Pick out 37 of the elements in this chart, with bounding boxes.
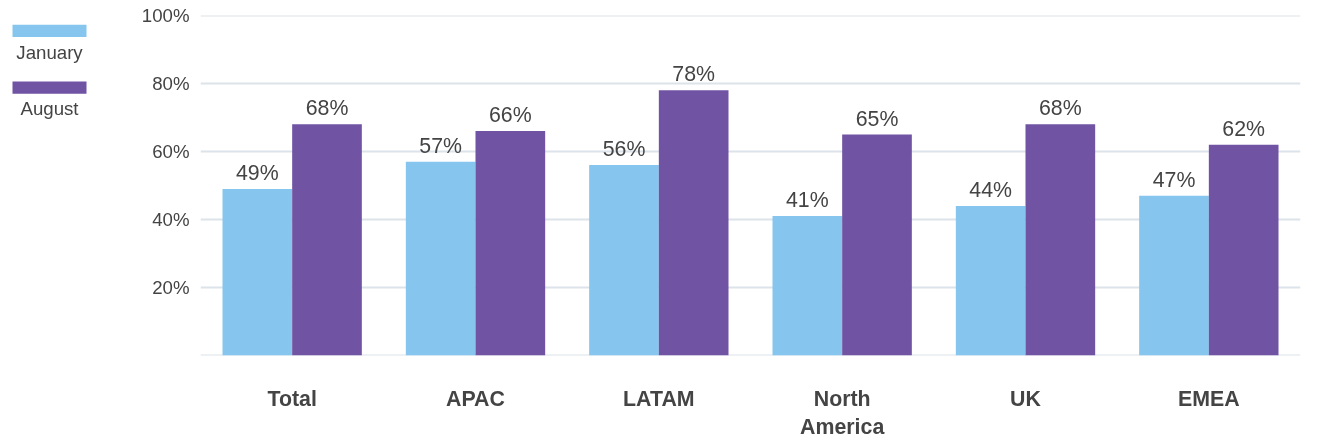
y-tick-label: 80% [152,73,190,94]
data-label: 66% [488,103,532,128]
data-label: 68% [305,96,349,121]
bar [475,131,546,356]
x-tick-label: APAC [446,386,505,411]
bar [222,188,293,356]
bar [658,90,729,356]
data-label: 44% [969,177,1013,202]
x-tick-label: North America [800,386,885,436]
bar [1139,195,1209,356]
data-label: 62% [1222,116,1266,141]
x-tick-label: EMEA [1178,386,1240,411]
bar [772,216,843,356]
bar [292,124,362,356]
y-tick-label: 20% [152,277,190,298]
y-tick-label: 60% [152,141,190,162]
y-tick-label: 40% [152,209,190,230]
legend-label: August [20,98,80,120]
bar [405,161,476,356]
data-label: 49% [235,160,279,185]
bar [842,134,912,356]
legend-label: January [16,41,84,63]
x-tick-label: Total [267,386,317,411]
x-tick-label: LATAM [623,386,695,411]
bar [955,205,1026,356]
data-label: 57% [419,133,463,158]
bar [1025,124,1096,356]
data-label: 56% [602,137,646,162]
data-label: 47% [1152,167,1196,192]
data-label: 65% [855,106,899,131]
data-label: 78% [672,62,716,87]
data-label: 41% [785,188,829,213]
y-tick-label: 100% [141,5,190,26]
x-tick-label: UK [1010,386,1042,411]
bar [1208,144,1279,356]
bar [589,165,659,356]
data-label: 68% [1038,96,1082,121]
